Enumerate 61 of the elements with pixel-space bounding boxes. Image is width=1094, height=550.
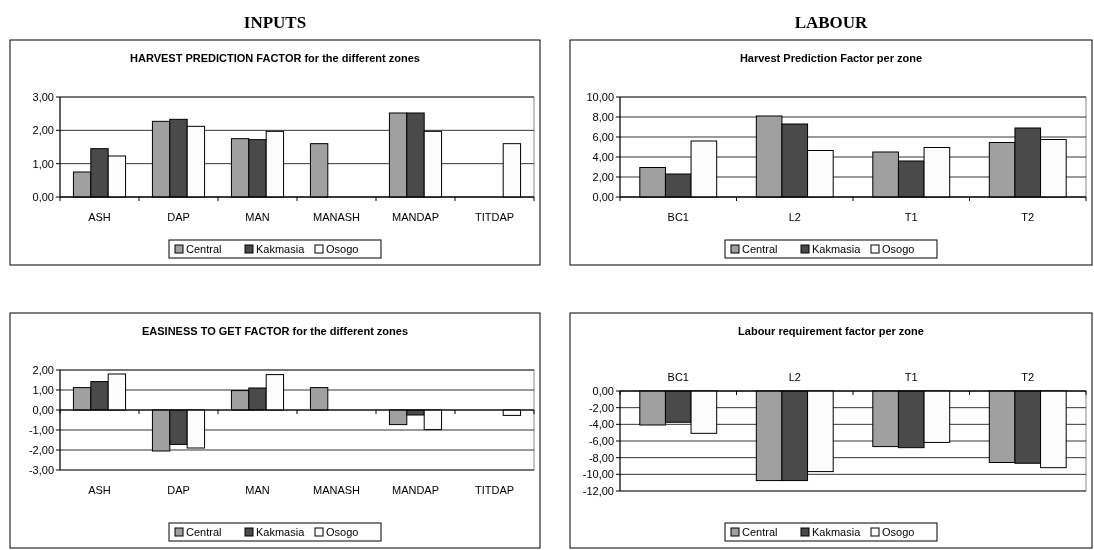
chart-title: Labour requirement factor per zone bbox=[738, 325, 924, 337]
x-tick-label: BC1 bbox=[667, 211, 689, 223]
x-tick-label: MANDAP bbox=[391, 211, 440, 223]
x-tick-label: BC1 bbox=[667, 371, 689, 383]
y-tick-label: 0,00 bbox=[32, 403, 54, 416]
x-tick-label: T1 bbox=[904, 371, 918, 383]
y-tick-label: -6,00 bbox=[588, 434, 614, 447]
legend-label: Osogo bbox=[882, 525, 915, 538]
legend-label: Osogo bbox=[882, 242, 915, 255]
y-tick-label: 1,00 bbox=[32, 157, 54, 170]
x-tick-label: MANDAP bbox=[391, 484, 440, 496]
y-tick-label: -2,00 bbox=[28, 443, 54, 456]
y-tick-label: 0,00 bbox=[592, 384, 614, 397]
x-tick-label: T1 bbox=[904, 211, 918, 223]
y-tick-label: 3,00 bbox=[32, 90, 54, 103]
x-tick-label: ASH bbox=[88, 484, 111, 496]
y-tick-label: 2,00 bbox=[32, 124, 54, 137]
x-tick-label: MANASH bbox=[312, 211, 361, 223]
legend-label: Kakmasia bbox=[256, 525, 306, 538]
y-tick-label: -12,00 bbox=[582, 484, 614, 497]
x-tick-label: MAN bbox=[245, 211, 270, 223]
legend-label: Kakmasia bbox=[256, 242, 306, 255]
y-tick-label: 2,00 bbox=[32, 363, 54, 376]
y-tick-label: 4,00 bbox=[592, 150, 614, 163]
y-tick-label: 10,00 bbox=[586, 90, 614, 103]
legend-label: Kakmasia bbox=[812, 525, 862, 538]
y-tick-label: 8,00 bbox=[592, 110, 614, 123]
x-tick-label: T2 bbox=[1021, 371, 1035, 383]
legend-label: Kakmasia bbox=[812, 242, 862, 255]
y-tick-label: 0,00 bbox=[592, 190, 614, 203]
y-tick-label: -1,00 bbox=[28, 423, 54, 436]
y-tick-label: 6,00 bbox=[592, 130, 614, 143]
x-tick-label: ASH bbox=[88, 211, 111, 223]
y-tick-label: -10,00 bbox=[582, 468, 614, 481]
chart-title: Harvest Prediction Factor per zone bbox=[739, 52, 923, 64]
x-tick-label: DAP bbox=[167, 211, 190, 223]
y-tick-label: 1,00 bbox=[32, 383, 54, 396]
chart-title: EASINESS TO GET FACTOR for the different zones bbox=[141, 325, 409, 337]
legend-label: Central bbox=[186, 525, 222, 538]
x-tick-label: DAP bbox=[167, 484, 190, 496]
y-tick-label: -4,00 bbox=[588, 418, 614, 431]
text: LABOUR bbox=[794, 13, 869, 32]
x-tick-label: MAN bbox=[245, 484, 270, 496]
y-tick-label: 2,00 bbox=[592, 170, 614, 183]
x-tick-label: TITDAP bbox=[474, 484, 515, 496]
legend-label: Central bbox=[186, 242, 222, 255]
x-tick-label: L2 bbox=[788, 211, 801, 223]
y-tick-label: -8,00 bbox=[588, 451, 614, 464]
x-tick-label: T2 bbox=[1021, 211, 1035, 223]
legend-label: Osogo bbox=[326, 525, 359, 538]
x-tick-label: MANASH bbox=[312, 484, 361, 496]
y-tick-label: -3,00 bbox=[28, 463, 54, 476]
legend-label: Central bbox=[742, 525, 778, 538]
x-tick-label: L2 bbox=[788, 371, 801, 383]
text: INPUTS bbox=[243, 13, 307, 32]
legend-label: Central bbox=[742, 242, 778, 255]
legend-label: Osogo bbox=[326, 242, 359, 255]
y-tick-label: 0,00 bbox=[32, 190, 54, 203]
y-tick-label: -2,00 bbox=[588, 401, 614, 414]
chart-title: HARVEST PREDICTION FACTOR for the different zones bbox=[130, 52, 420, 64]
x-tick-label: TITDAP bbox=[474, 211, 515, 223]
